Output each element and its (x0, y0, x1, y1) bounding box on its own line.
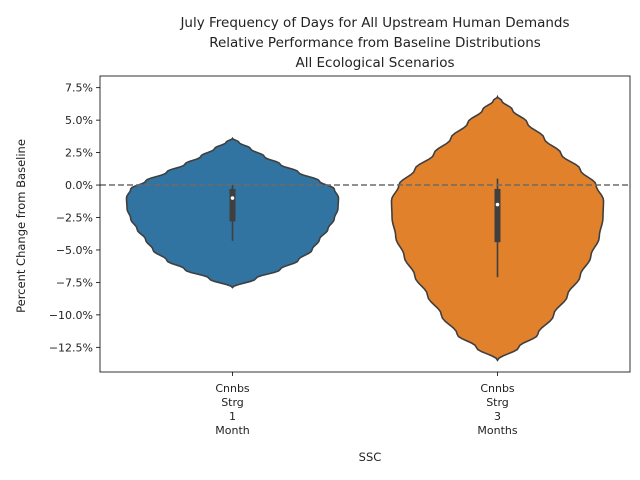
x-tick-label-line: Cnnbs (480, 382, 515, 395)
y-tick-label: −5.0% (56, 244, 93, 257)
x-tick-label-line: Cnnbs (215, 382, 250, 395)
x-tick-label-line: Strg (221, 396, 244, 409)
plot-area (99, 75, 631, 373)
y-axis: −12.5% −10.0% −7.5% −5.0% −2.5% 0.0% 2.5% 5.0% 7… (49, 82, 100, 354)
chart-title: July Frequency of Days for All Upstream … (179, 15, 569, 71)
x-tick-label-1: Cnnbs Strg 1 Month (215, 382, 250, 437)
y-tick-label: −2.5% (56, 212, 93, 225)
y-tick-label: −10.0% (49, 309, 93, 322)
chart-title-line-1: July Frequency of Days for All Upstream … (179, 15, 569, 31)
plot-frame (99, 75, 631, 373)
x-tick-label-line: Strg (486, 396, 509, 409)
violin-iqr-box-2 (494, 188, 501, 243)
y-tick-label: −7.5% (56, 276, 93, 289)
y-tick-label: −12.5% (49, 341, 93, 354)
y-tick-label: 5.0% (65, 114, 93, 127)
chart-title-line-3: All Ecological Scenarios (295, 55, 454, 71)
y-tick-label: 0.0% (65, 179, 93, 192)
x-axis-label: SSC (359, 450, 382, 464)
y-tick-label: 2.5% (65, 147, 93, 160)
violin-1 (125, 136, 340, 289)
violin-median-2 (495, 202, 500, 207)
chart-title-line-2: Relative Performance from Baseline Distr… (209, 35, 541, 51)
x-tick-label-2: Cnnbs Strg 3 Months (477, 382, 517, 437)
x-tick-label-line: Month (215, 424, 250, 437)
x-tick-label-line: 1 (229, 410, 236, 423)
x-tick-label-line: 3 (494, 410, 501, 423)
y-axis-label: Percent Change from Baseline (14, 139, 28, 313)
y-tick-label: 7.5% (65, 82, 93, 95)
violin-2 (390, 94, 605, 362)
x-tick-label-line: Months (477, 424, 517, 437)
violin-median-1 (230, 196, 235, 200)
violin-iqr-box-1 (229, 188, 236, 222)
